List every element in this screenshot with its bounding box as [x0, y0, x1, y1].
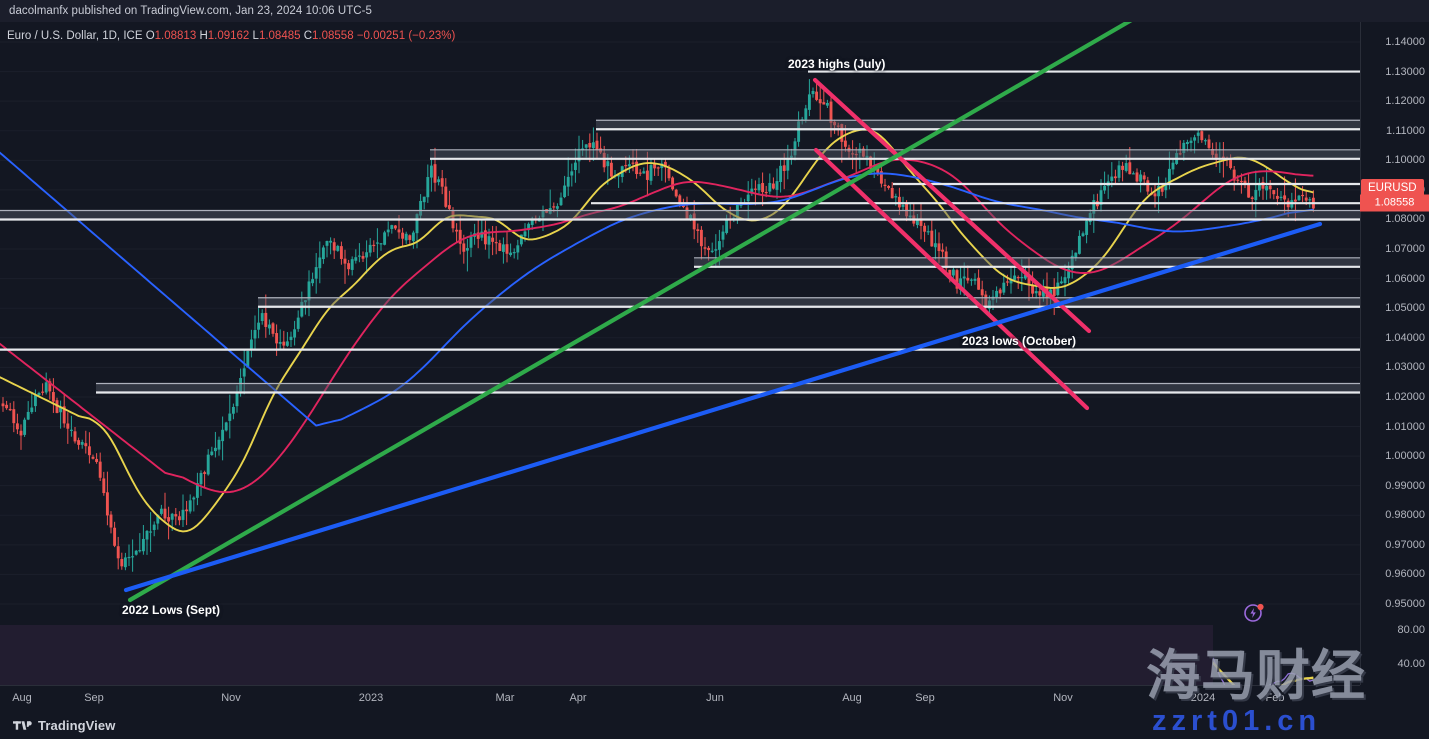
price-tick-label: 0.99000 [1385, 479, 1425, 492]
price-tick-label: 1.11000 [1386, 124, 1425, 137]
price-tick-label: 0.98000 [1385, 509, 1425, 522]
price-tick-label: 1.06000 [1385, 272, 1425, 285]
time-tick-label: 2023 [358, 692, 384, 704]
price-tick-label: 1.14000 [1385, 36, 1425, 48]
price-scale[interactable]: EURUSD 1.08558 1.14000 1.13000 1.12000 1.11… [1360, 22, 1429, 685]
time-tick-label: Mar [495, 692, 515, 704]
chart-annotation-highs: 2023 highs (July) [788, 57, 886, 71]
chart-annotation-lows22: 2022 Lows (Sept) [122, 603, 221, 617]
time-tick-label: Jun [706, 692, 724, 704]
time-tick-label: Feb [1265, 692, 1285, 704]
price-tick-label: 1.04000 [1385, 331, 1425, 344]
price-tick-label: 1.08000 [1385, 213, 1425, 226]
rsi-indicator-panel[interactable] [0, 625, 1360, 685]
price-tick-label: 1.00000 [1385, 450, 1425, 463]
rsi-tick-label: 40.00 [1397, 658, 1425, 670]
footer-bar: TradingView [0, 711, 1429, 739]
time-scale[interactable]: Aug Sep Nov 2023 Mar Apr Jun Aug Sep Nov 2024 Feb [0, 685, 1360, 711]
price-tick-label: 1.10000 [1385, 154, 1425, 167]
tradingview-brand-text: TradingView [38, 717, 116, 733]
last-price-label: 1.08558 [1360, 194, 1429, 212]
price-tick-label: 1.02000 [1385, 390, 1425, 403]
time-tick-label: Apr [569, 692, 587, 704]
chart-annotation-lows23: 2023 lows (October) [962, 334, 1077, 348]
publisher-bar: dacolmanfx published on TradingView.com,… [0, 0, 1429, 22]
lightning-alert-icon[interactable] [1243, 602, 1265, 624]
symbol-price-tag: EURUSD [1361, 179, 1424, 198]
price-tick-label: 1.13000 [1385, 65, 1425, 78]
time-tick-label: Nov [221, 692, 241, 704]
time-tick-label: 2024 [1190, 692, 1216, 704]
time-tick-label: Sep [84, 692, 104, 704]
rsi-tick-label: 80.00 [1397, 624, 1425, 636]
symbol-tag-text: EURUSD [1368, 182, 1417, 195]
price-tick-label: 1.01000 [1385, 420, 1425, 433]
price-tick-label: 1.03000 [1385, 361, 1425, 374]
price-tick-label: 1.05000 [1385, 302, 1425, 315]
tradingview-logo-icon[interactable]: TradingView [13, 718, 115, 733]
publisher-text: dacolmanfx published on TradingView.com,… [9, 5, 372, 17]
price-chart-canvas [0, 22, 1360, 605]
time-tick-label: Nov [1053, 692, 1073, 704]
last-price-value: 1.08558 [1374, 196, 1415, 209]
time-tick-label: Aug [12, 692, 32, 704]
price-tick-label: 1.07000 [1385, 243, 1425, 256]
price-chart-panel[interactable] [0, 22, 1360, 622]
price-tick-label: 0.96000 [1385, 568, 1425, 581]
price-tick-label: 0.97000 [1385, 538, 1425, 551]
price-tick-label: 0.95000 [1385, 598, 1425, 610]
time-tick-label: Sep [915, 692, 935, 704]
time-tick-label: Aug [842, 692, 862, 704]
rsi-band-background [0, 625, 1213, 685]
price-tick-label: 1.12000 [1385, 95, 1425, 108]
